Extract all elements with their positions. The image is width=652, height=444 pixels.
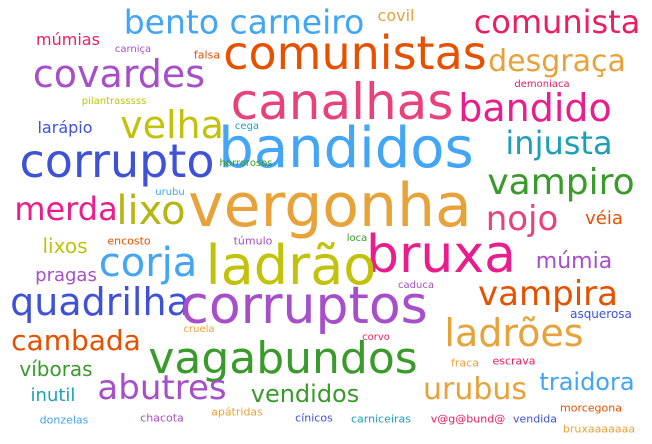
- word-cinicos: cínicos: [295, 411, 333, 425]
- word-demoniaca: demoniaca: [514, 79, 570, 90]
- word-mumias: múmias: [36, 30, 100, 49]
- word-chacota: chacota: [140, 411, 184, 425]
- word-veia: véia: [585, 208, 623, 229]
- word-corrupto: corrupto: [19, 134, 215, 188]
- word-vendidos: vendidos: [250, 380, 360, 408]
- word-inutil: inutil: [30, 385, 76, 406]
- word-apatridas: apátridas: [211, 405, 263, 419]
- word-bento-carneiro: bento carneiro: [123, 2, 365, 42]
- word-loca: loca: [346, 233, 368, 244]
- word-urubu: urubu: [155, 187, 185, 198]
- word-vendida: vendida: [512, 412, 558, 426]
- word-canalhas: canalhas: [230, 73, 454, 131]
- word-vergonha: vergonha: [188, 171, 472, 241]
- word-comunistas: comunistas: [223, 26, 487, 80]
- word-velha: velha: [120, 103, 224, 147]
- word-comunista: comunista: [473, 3, 641, 41]
- word-tumulo: túmulo: [233, 234, 273, 248]
- word-urubus: urubus: [422, 372, 528, 407]
- word-cambada: cambada: [11, 324, 141, 357]
- word-corruptos: corruptos: [180, 276, 428, 336]
- word-corvo: corvo: [362, 332, 390, 343]
- word-cruela: cruela: [183, 324, 215, 335]
- word-ladroes: ladrões: [444, 311, 584, 355]
- word-covil: covil: [377, 6, 415, 25]
- word-lixos: lixos: [42, 234, 88, 258]
- word-abutres: abutres: [97, 368, 227, 408]
- word-lixo: lixo: [116, 188, 186, 234]
- word-cega: cega: [234, 121, 260, 132]
- word-desgraca: desgraça: [488, 44, 626, 79]
- word-bruxa: bruxa: [366, 225, 516, 285]
- word-viboras: víboras: [19, 357, 93, 381]
- word-injusta: injusta: [505, 124, 613, 162]
- word-nojo: nojo: [485, 199, 559, 239]
- word-vampira: vampira: [478, 274, 618, 314]
- word-ladrao: ladrão: [205, 234, 377, 297]
- word-v-g-bund: v@g@bund@: [430, 412, 506, 426]
- word-pragas: pragas: [35, 265, 97, 286]
- word-bandidos: bandidos: [218, 116, 474, 181]
- word-larapio: larápio: [37, 118, 93, 137]
- word-corja: corja: [98, 240, 198, 286]
- word-merda: merda: [14, 190, 118, 228]
- word-encosto: encosto: [107, 234, 151, 248]
- word-pilantrasssss: pilantrasssss: [81, 96, 147, 107]
- word-morcegona: morcegona: [560, 401, 622, 415]
- word-carniceiras: carniceiras: [350, 412, 412, 426]
- word-covardes: covardes: [32, 52, 206, 96]
- word-bruxaaaaaaa: bruxaaaaaaa: [562, 422, 636, 436]
- word-carnica: carniça: [114, 44, 152, 55]
- word-falsa: falsa: [193, 48, 221, 62]
- word-vampiro: vampiro: [487, 162, 635, 203]
- word-bandido: bandido: [458, 86, 612, 130]
- word-caduca: caduca: [398, 280, 434, 291]
- word-mumia: múmia: [535, 249, 613, 274]
- word-vagabundos: vagabundos: [148, 333, 418, 384]
- word-asquerosa: asquerosa: [570, 307, 632, 321]
- word-fraca: fraca: [451, 356, 479, 370]
- word-donzelas: donzelas: [39, 413, 89, 427]
- word-quadrilha: quadrilha: [10, 280, 190, 324]
- word-escrava: escrava: [492, 354, 536, 368]
- word-traidora: traidora: [539, 368, 635, 396]
- word-horrorosos: horrorosos: [219, 158, 273, 169]
